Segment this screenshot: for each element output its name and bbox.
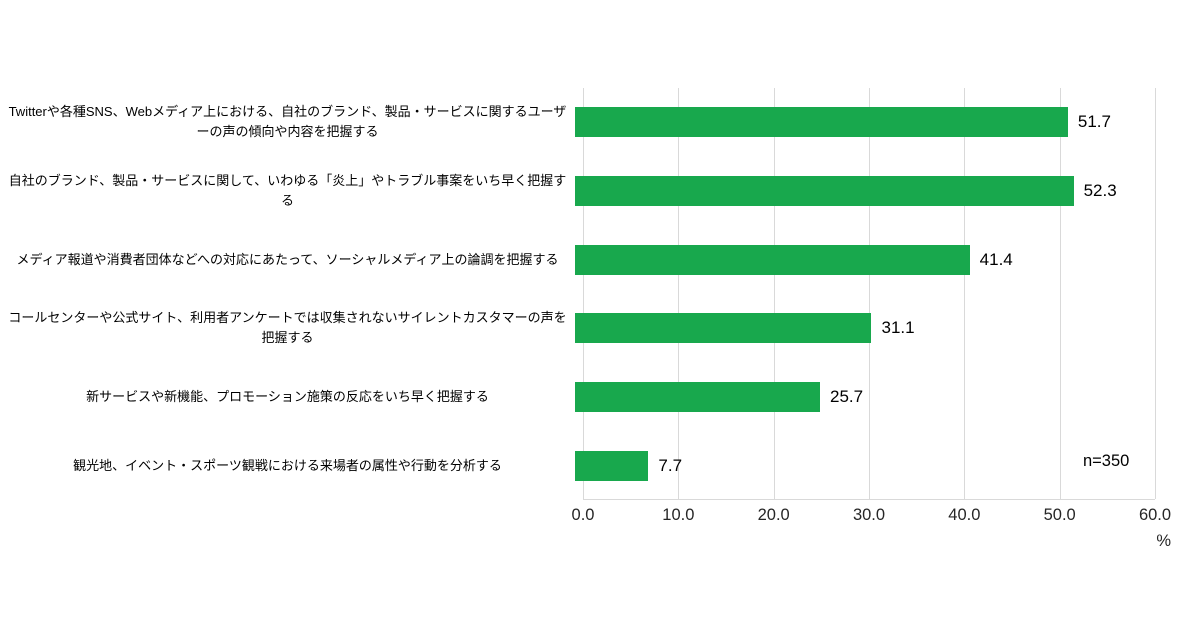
category-label: 新サービスや新機能、プロモーション施策の反応をいち早く把握する — [86, 388, 489, 404]
value-label: 51.7 — [1077, 112, 1111, 132]
bar-track: 52.3 — [575, 176, 1147, 206]
chart-row: 自社のブランド、製品・サービスに関して、いわゆる「炎上」やトラブル事案をいち早く… — [8, 157, 1192, 226]
sample-size-label: n=350 — [1083, 452, 1130, 470]
value-label: 31.1 — [881, 318, 915, 338]
x-tick-label: 20.0 — [757, 506, 790, 524]
gridline — [1059, 88, 1061, 499]
category-label: 観光地、イベント・スポーツ観戦における来場者の属性や行動を分析する — [73, 457, 502, 473]
bar — [575, 382, 820, 413]
bar — [575, 107, 1068, 138]
category-label: メディア報道や消費者団体などへの対応にあたって、ソーシャルメディア上の論調を把握… — [16, 251, 559, 267]
x-tick-label: 0.0 — [571, 506, 595, 524]
category-label: Twitterや各種SNS、Webメディア上における、自社のブランド、製品・サー… — [8, 104, 567, 140]
value-label: 52.3 — [1083, 181, 1117, 200]
bar-track: 31.1 — [575, 313, 1147, 344]
chart-row: メディア報道や消費者団体などへの対応にあたって、ソーシャルメディア上の論調を把握… — [8, 225, 1192, 294]
x-tick-label: 10.0 — [662, 506, 695, 524]
x-tick-label: 50.0 — [1043, 506, 1076, 524]
value-label: 41.4 — [979, 249, 1013, 269]
bar-track: 41.4 — [575, 244, 1147, 275]
bar-track: 51.7 — [575, 107, 1147, 138]
gridline — [583, 88, 584, 499]
value-label: 25.7 — [830, 387, 864, 407]
bar — [575, 313, 872, 344]
chart-row: 観光地、イベント・スポーツ観戦における来場者の属性や行動を分析する 7.7 — [8, 431, 1192, 500]
gridline — [773, 88, 775, 499]
gridline — [678, 88, 680, 499]
x-tick-label: 30.0 — [852, 506, 886, 524]
gridline — [964, 88, 966, 499]
chart-row: 新サービスや新機能、プロモーション施策の反応をいち早く把握する 25.7 — [8, 363, 1192, 432]
gridline — [869, 88, 870, 499]
bar — [575, 450, 649, 481]
bar — [575, 176, 1074, 206]
value-label: 7.7 — [658, 455, 683, 475]
bar — [575, 244, 970, 275]
x-axis: % 0.0 10.0 20.0 30.0 40.0 50.0 60.0 — [572, 506, 1172, 554]
bar-track: 7.7 — [575, 450, 1147, 481]
gridline — [1155, 88, 1156, 499]
x-tick-label: 40.0 — [948, 506, 981, 524]
plot-area — [583, 88, 1156, 500]
category-label: 自社のブランド、製品・サービスに関して、いわゆる「炎上」やトラブル事案をいち早く… — [8, 172, 567, 208]
bar-track: 25.7 — [575, 382, 1147, 413]
x-tick-label: 60.0 — [1138, 506, 1172, 524]
chart-rows: Twitterや各種SNS、Webメディア上における、自社のブランド、製品・サー… — [8, 88, 1192, 500]
x-axis-unit-label: % — [1156, 532, 1171, 550]
category-label: コールセンターや公式サイト、利用者アンケートでは収集されないサイレントカスタマー… — [8, 310, 567, 346]
chart-row: Twitterや各種SNS、Webメディア上における、自社のブランド、製品・サー… — [8, 88, 1192, 157]
chart-row: コールセンターや公式サイト、利用者アンケートでは収集されないサイレントカスタマー… — [8, 294, 1192, 363]
